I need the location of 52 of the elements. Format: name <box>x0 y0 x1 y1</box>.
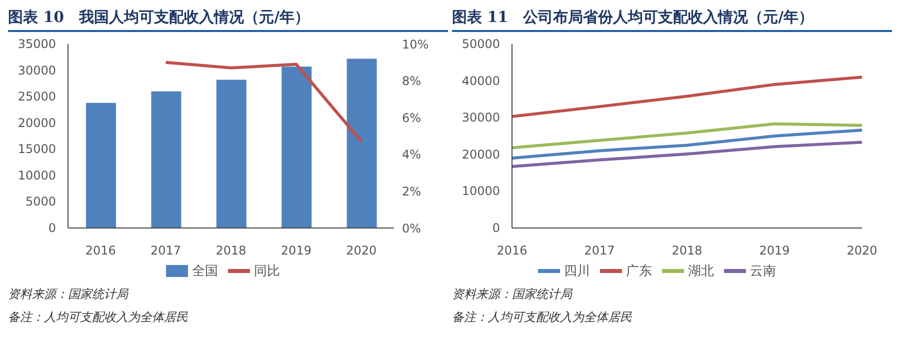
chart-title: 图表 11 公司布局省份人均可支配收入情况（元/年） <box>452 8 892 32</box>
legend-label: 全国 <box>191 263 218 280</box>
y-tick-label: 20000 <box>462 147 500 162</box>
y2-tick-label: 4% <box>402 148 422 162</box>
legend-label: 云南 <box>749 263 776 280</box>
y-tick-label: 30000 <box>18 63 56 78</box>
y2-tick-label: 8% <box>402 74 422 88</box>
y2-tick-label: 2% <box>402 184 422 198</box>
bar <box>216 80 246 228</box>
x-tick-label: 2017 <box>150 244 182 258</box>
bar <box>151 91 182 228</box>
y-tick-label: 20000 <box>18 116 56 130</box>
legend-label: 同比 <box>253 263 280 280</box>
bar <box>282 66 312 228</box>
y-tick-label: 10000 <box>462 184 500 198</box>
y-tick-label: 25000 <box>18 90 56 104</box>
line-series <box>510 122 864 150</box>
legend-label: 湖北 <box>687 263 714 280</box>
chart-title: 图表 10 我国人均可支配收入情况（元/年） <box>8 8 448 32</box>
y2-tick-label: 10% <box>402 37 429 52</box>
text: 备注：人均可支配收入为全体居民 <box>452 309 633 326</box>
y-tick-label: 40000 <box>462 74 500 88</box>
x-tick-label: 2016 <box>496 244 528 258</box>
y-tick-label: 50000 <box>462 37 500 51</box>
line-series <box>510 140 864 168</box>
y-tick-label: 35000 <box>18 37 56 51</box>
line-series <box>510 76 864 118</box>
y-tick-label: 0 <box>492 221 500 235</box>
y-tick-label: 30000 <box>462 110 500 125</box>
text: 备注：人均可支配收入为全体居民 <box>8 309 189 326</box>
x-tick-label: 2016 <box>85 244 116 258</box>
x-tick-label: 2018 <box>672 244 702 258</box>
legend-label: 四川 <box>563 263 590 280</box>
y2-tick-label: 6% <box>402 110 422 125</box>
y-tick-label: 15000 <box>18 142 56 156</box>
line-series <box>164 60 363 144</box>
y-tick-label: 0 <box>48 221 56 235</box>
x-tick-label: 2020 <box>846 244 878 258</box>
x-tick-label: 2020 <box>346 244 377 258</box>
x-tick-label: 2019 <box>280 244 312 258</box>
legend-label: 广东 <box>625 263 652 280</box>
x-tick-label: 2017 <box>584 244 615 258</box>
text: 资料来源：国家统计局 <box>452 286 574 303</box>
x-tick-label: 2019 <box>759 244 790 258</box>
line-series <box>510 128 864 160</box>
y2-tick-label: 0% <box>402 221 422 236</box>
y-tick-label: 10000 <box>18 168 56 182</box>
text: 资料来源：国家统计局 <box>8 286 130 303</box>
bar <box>86 102 116 228</box>
y-tick-label: 5000 <box>25 194 56 209</box>
x-tick-label: 2018 <box>216 244 246 258</box>
bar <box>346 58 377 228</box>
